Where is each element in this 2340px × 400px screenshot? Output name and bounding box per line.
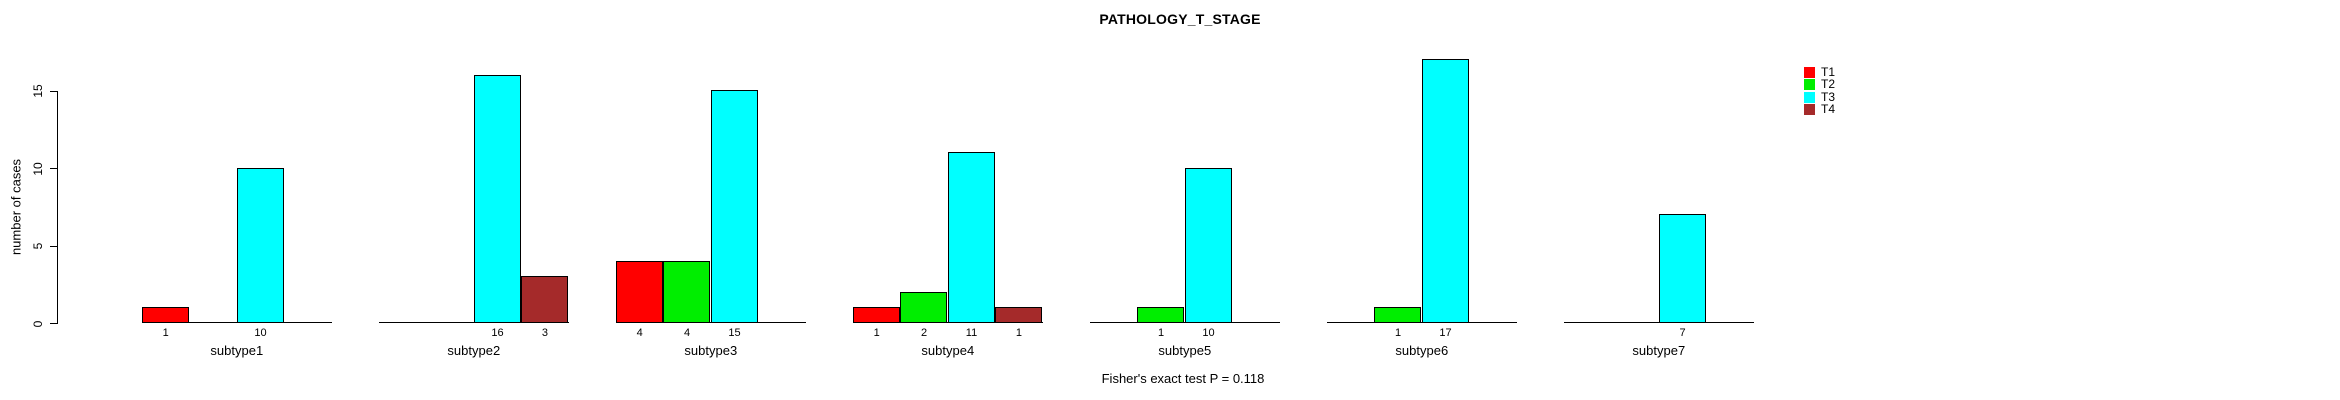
bar-value-label: 4	[684, 327, 691, 339]
chart-title: PATHOLOGY_T_STAGE	[1099, 11, 1261, 27]
legend-label-t4: T4	[1821, 101, 1836, 116]
bar-t2-subtype3	[663, 261, 710, 323]
bar-t2-subtype5	[1137, 307, 1184, 323]
bar-t4-subtype4	[995, 307, 1042, 323]
legend-swatch-t2	[1804, 79, 1815, 91]
legend-label-t3: T3	[1821, 89, 1836, 104]
x-axis-category-label: subtype7	[1632, 343, 1686, 358]
legend-label-t2: T2	[1821, 77, 1836, 92]
x-axis-category-label: subtype1	[210, 343, 264, 358]
fisher-test-annotation: Fisher's exact test P = 0.118	[1101, 371, 1265, 386]
bar-t3-subtype5	[1185, 168, 1232, 323]
bar-t1-subtype1	[142, 307, 189, 323]
bar-value-label: 4	[636, 327, 643, 339]
bar-value-label: 1	[1015, 327, 1022, 339]
y-axis-tick-label: 0	[31, 320, 45, 327]
legend-label-t1: T1	[1821, 65, 1836, 79]
bar-value-label: 11	[965, 327, 978, 339]
bar-t2-subtype4	[900, 292, 947, 323]
x-axis-category-label: subtype4	[921, 343, 975, 358]
legend-swatch-t1	[1804, 67, 1815, 78]
x-axis-category-label: subtype5	[1158, 343, 1212, 358]
bar-t3-subtype7	[1659, 214, 1706, 323]
bar-value-label: 15	[728, 327, 741, 339]
bar-value-label: 1	[162, 327, 169, 339]
bar-value-label: 1	[873, 327, 880, 339]
bar-t3-subtype4	[948, 152, 995, 323]
bar-t4-subtype2	[521, 276, 568, 323]
bar-value-label: 1	[1158, 327, 1165, 339]
bar-value-label: 3	[541, 327, 548, 339]
bar-value-label: 16	[491, 327, 504, 339]
bar-t3-subtype6	[1422, 59, 1469, 323]
bar-value-label: 17	[1439, 327, 1452, 339]
x-axis-category-label: subtype3	[684, 343, 738, 358]
bar-value-label: 10	[1202, 327, 1215, 339]
legend-swatch-t3	[1804, 91, 1815, 103]
y-axis-tick-label: 10	[31, 161, 45, 176]
bar-value-label: 7	[1679, 327, 1686, 339]
y-axis-tick-label: 15	[31, 84, 45, 98]
bar-t3-subtype2	[474, 75, 521, 323]
y-axis-tick-label: 5	[31, 242, 45, 250]
y-axis-line	[57, 90, 58, 324]
y-axis-tick	[50, 168, 57, 169]
bar-value-label: 1	[1395, 327, 1402, 339]
bar-t3-subtype1	[237, 168, 284, 323]
x-axis-category-label: subtype6	[1395, 343, 1449, 358]
bar-value-label: 2	[921, 327, 928, 339]
y-axis-tick	[50, 323, 57, 324]
bar-t2-subtype6	[1374, 307, 1421, 323]
y-axis-tick	[50, 90, 57, 92]
bar-t1-subtype3	[616, 261, 663, 323]
bar-value-label: 10	[254, 327, 267, 339]
bar-t3-subtype3	[711, 90, 758, 323]
legend-swatch-t4	[1804, 103, 1815, 115]
y-axis-tick	[50, 245, 57, 247]
bar-t1-subtype4	[853, 307, 900, 323]
x-axis-category-label: subtype2	[447, 343, 501, 358]
